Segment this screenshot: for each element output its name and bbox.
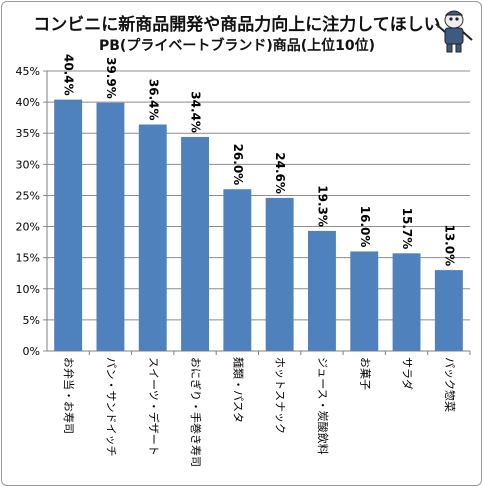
x-tick-label: スイーツ・デザート — [147, 357, 161, 456]
x-tick-label: パック惣菜 — [443, 357, 457, 412]
bar — [181, 136, 210, 351]
data-label: 24.6% — [273, 152, 287, 194]
x-tick-label: おにぎり・手巻き寿司 — [189, 357, 203, 467]
x-tick-label: パン・サンドイッチ — [104, 357, 117, 457]
chart-title: コンビニに新商品開発や商品力向上に注力してほしい — [33, 15, 441, 35]
data-label: 39.9% — [104, 57, 118, 99]
data-label: 19.3% — [315, 185, 329, 227]
x-tick-label: お菓子 — [358, 357, 371, 390]
bar — [265, 197, 294, 351]
data-label: 36.4% — [146, 79, 160, 121]
x-tick-label: お弁当・お寿司 — [62, 357, 76, 434]
bar — [54, 99, 83, 351]
bar — [138, 124, 167, 351]
y-tick-label: 15% — [16, 252, 40, 265]
y-tick-label: 20% — [16, 221, 40, 234]
x-tick-label: ホットスナック — [274, 357, 287, 434]
bar — [392, 253, 421, 351]
x-tick-label: サラダ — [401, 357, 415, 390]
data-label: 40.4% — [62, 54, 76, 96]
y-tick-label: 10% — [16, 283, 40, 296]
x-tick-label: ジュース・炭酸飲料 — [316, 357, 330, 455]
bar — [307, 230, 336, 351]
data-label: 13.0% — [442, 224, 456, 266]
y-tick-label: 5% — [23, 314, 40, 327]
y-tick-label: 25% — [16, 189, 40, 202]
bar — [223, 189, 252, 351]
bar — [350, 251, 379, 351]
mascot-icon — [435, 10, 473, 53]
y-tick-label: 45% — [16, 65, 40, 78]
data-label: 26.0% — [231, 144, 245, 186]
data-label: 16.0% — [358, 206, 372, 248]
bar — [96, 102, 125, 351]
y-tick-label: 40% — [16, 96, 40, 109]
x-tick-label: 麺類・パスタ — [231, 357, 244, 423]
y-tick-label: 0% — [23, 345, 40, 358]
data-label: 15.7% — [400, 208, 414, 250]
bar — [434, 270, 463, 351]
y-tick-label: 35% — [16, 127, 40, 140]
chart-subtitle: PB(プライベートブランド)商品(上位10位) — [98, 38, 375, 54]
y-tick-label: 30% — [16, 158, 40, 171]
data-label: 34.4% — [189, 91, 203, 133]
